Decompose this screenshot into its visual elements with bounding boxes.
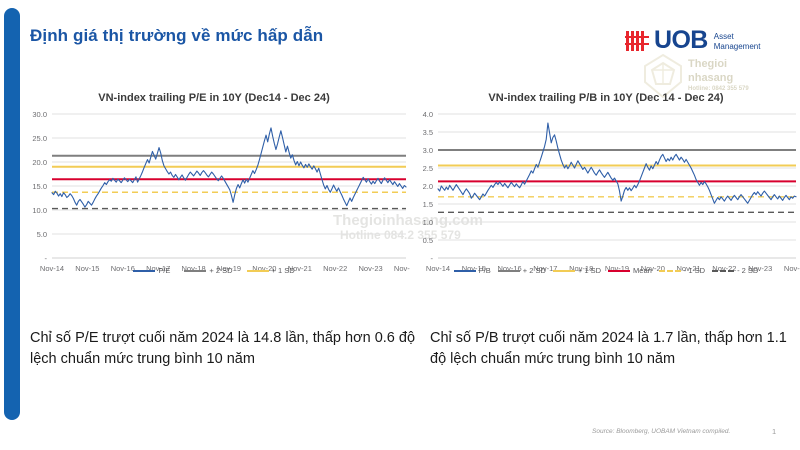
y-tick-label: 30.0 xyxy=(32,110,47,119)
x-tick-label: Nov-16 xyxy=(111,264,135,273)
uob-tagline-line2: Management xyxy=(713,41,761,51)
y-tick-label: 5.0 xyxy=(37,230,47,239)
watermark-brand-line1: Thegioi xyxy=(688,58,728,70)
uob-logo-mark-icon xyxy=(625,30,649,51)
x-tick-label: Nov-20 xyxy=(641,264,665,273)
chart-pb-title: VN-index trailing P/B in 10Y (Dec 14 - D… xyxy=(488,92,724,104)
watermark-brand: Thegioi nhasang Hotline: 0842 355 579 xyxy=(688,58,749,93)
legend-swatch-icon xyxy=(658,269,681,272)
legend-item[interactable]: + 1 SD xyxy=(552,266,602,275)
legend-label: - 1 SD xyxy=(683,266,706,275)
uob-tagline: Asset Management xyxy=(714,30,761,52)
legend-item[interactable]: P/B xyxy=(453,266,491,275)
legend-item[interactable]: + 1 SD xyxy=(246,266,295,275)
uob-logo: UOB Asset Management xyxy=(625,26,761,54)
chart-pb-plot: - 0.5 1.0 1.5 2.0 2.5 3.0 3.5 4.0 Nov-14 Nov-15 Nov… xyxy=(412,108,800,285)
data-series-line xyxy=(51,127,407,208)
y-tick-label: 3.0 xyxy=(423,146,433,155)
y-tick-label: - xyxy=(431,254,434,263)
caption-pe: Chỉ số P/E trượt cuối năm 2024 là 14.8 l… xyxy=(30,330,416,368)
legend-item[interactable]: + 2 SD xyxy=(184,266,233,275)
uob-wordmark: UOB xyxy=(654,26,708,54)
page-number: 1 xyxy=(772,427,777,436)
legend-swatch-icon xyxy=(712,269,735,272)
chart-pe-plot: - 5.0 10.0 15.0 20.0 25.0 30.0 Nov-14 Nov-15 Nov-… xyxy=(18,108,418,285)
y-tick-label: 2.0 xyxy=(423,182,433,191)
y-tick-label: 20.0 xyxy=(32,158,47,167)
x-tick-label: Nov-22 xyxy=(323,264,347,273)
legend-label: + 1 SD xyxy=(271,266,295,275)
x-tick-label: Nov-24 xyxy=(394,264,410,273)
source-note: Source: Bloomberg, UOBAM Vietnam compile… xyxy=(592,428,731,435)
x-tick-label: Nov-16 xyxy=(498,264,522,273)
legend-label: - 2 SD xyxy=(737,266,759,275)
x-tick-label: Nov-19 xyxy=(605,264,629,273)
legend-label: + 2 SD xyxy=(209,266,233,275)
legend-label: Mean xyxy=(633,266,652,275)
legend-swatch-icon xyxy=(453,269,476,272)
legend-swatch-icon xyxy=(608,269,631,272)
legend-item[interactable]: Mean xyxy=(608,266,652,275)
x-tick-label: Nov-21 xyxy=(288,264,312,273)
legend-swatch-icon xyxy=(184,269,207,272)
legend-swatch-icon xyxy=(552,269,575,272)
y-tick-label: 1.5 xyxy=(423,200,433,209)
x-tick-label: Nov-15 xyxy=(75,264,99,273)
x-tick-label: Nov-19 xyxy=(217,264,241,273)
legend-label: + 1 SD xyxy=(577,266,602,275)
chart-pb-legend: P/B + 2 SD + 1 SD Mean - 1 SD - 2 SD xyxy=(412,266,800,275)
page-title: Định giá thị trường về mức hấp dẫn xyxy=(30,26,324,45)
y-tick-label: - xyxy=(45,254,48,263)
legend-item[interactable]: + 2 SD xyxy=(497,266,546,275)
chart-pb: VN-index trailing P/B in 10Y (Dec 14 - D… xyxy=(412,92,800,297)
watermark-brand-line2: nhasang xyxy=(688,71,734,84)
legend-label: + 2 SD xyxy=(522,266,546,275)
x-tick-label: Nov-23 xyxy=(359,264,383,273)
legend-item[interactable]: - 1 SD xyxy=(658,266,706,275)
uob-tagline-line1: Asset xyxy=(713,31,734,41)
x-tick-label: Nov-14 xyxy=(426,264,450,273)
y-tick-label: 1.0 xyxy=(423,218,433,227)
chart-pe-svg: - 5.0 10.0 15.0 20.0 25.0 30.0 Nov-14 Nov-15 Nov-… xyxy=(32,110,418,273)
legend-label: P/B xyxy=(478,266,491,275)
x-tick-label: Nov-22 xyxy=(712,264,736,273)
x-tick-label: Nov-24 xyxy=(784,264,800,273)
legend-swatch-icon xyxy=(133,269,156,272)
x-tick-label: Nov-17 xyxy=(533,264,557,273)
chart-pe-legend: P/E + 2 SD + 1 SD xyxy=(18,266,410,275)
x-tick-label: Nov-17 xyxy=(146,264,170,273)
y-tick-label: 4.0 xyxy=(423,110,433,119)
x-tick-label: Nov-23 xyxy=(748,264,772,273)
x-tick-label: Nov-21 xyxy=(677,264,701,273)
data-series-line xyxy=(437,122,797,204)
chart-pb-svg: - 0.5 1.0 1.5 2.0 2.5 3.0 3.5 4.0 Nov-14 Nov-15 Nov… xyxy=(423,110,800,273)
x-tick-label: Nov-15 xyxy=(462,264,486,273)
y-tick-label: 0.5 xyxy=(423,236,433,245)
legend-item[interactable]: P/E xyxy=(133,266,170,275)
x-tick-label: Nov-20 xyxy=(252,264,276,273)
legend-label: P/E xyxy=(158,266,171,275)
legend-item[interactable]: - 2 SD xyxy=(712,266,758,275)
x-tick-label: Nov-18 xyxy=(182,264,206,273)
chart-pe: VN-index trailing P/E in 10Y (Dec14 - De… xyxy=(18,92,418,297)
caption-pb: Chỉ số P/B trượt cuối năm 2024 là 1.7 lầ… xyxy=(430,330,787,368)
left-accent-bar xyxy=(4,8,20,420)
y-tick-label: 3.5 xyxy=(423,128,433,137)
legend-swatch-icon xyxy=(497,269,520,272)
y-tick-label: 15.0 xyxy=(32,182,47,191)
legend-swatch-icon xyxy=(246,269,269,272)
y-tick-label: 2.5 xyxy=(423,164,433,173)
x-tick-label: Nov-14 xyxy=(40,264,64,273)
y-tick-label: 25.0 xyxy=(32,134,47,143)
y-tick-label: 10.0 xyxy=(32,206,47,215)
chart-pe-title: VN-index trailing P/E in 10Y (Dec14 - De… xyxy=(98,92,330,104)
x-tick-label: Nov-18 xyxy=(569,264,593,273)
